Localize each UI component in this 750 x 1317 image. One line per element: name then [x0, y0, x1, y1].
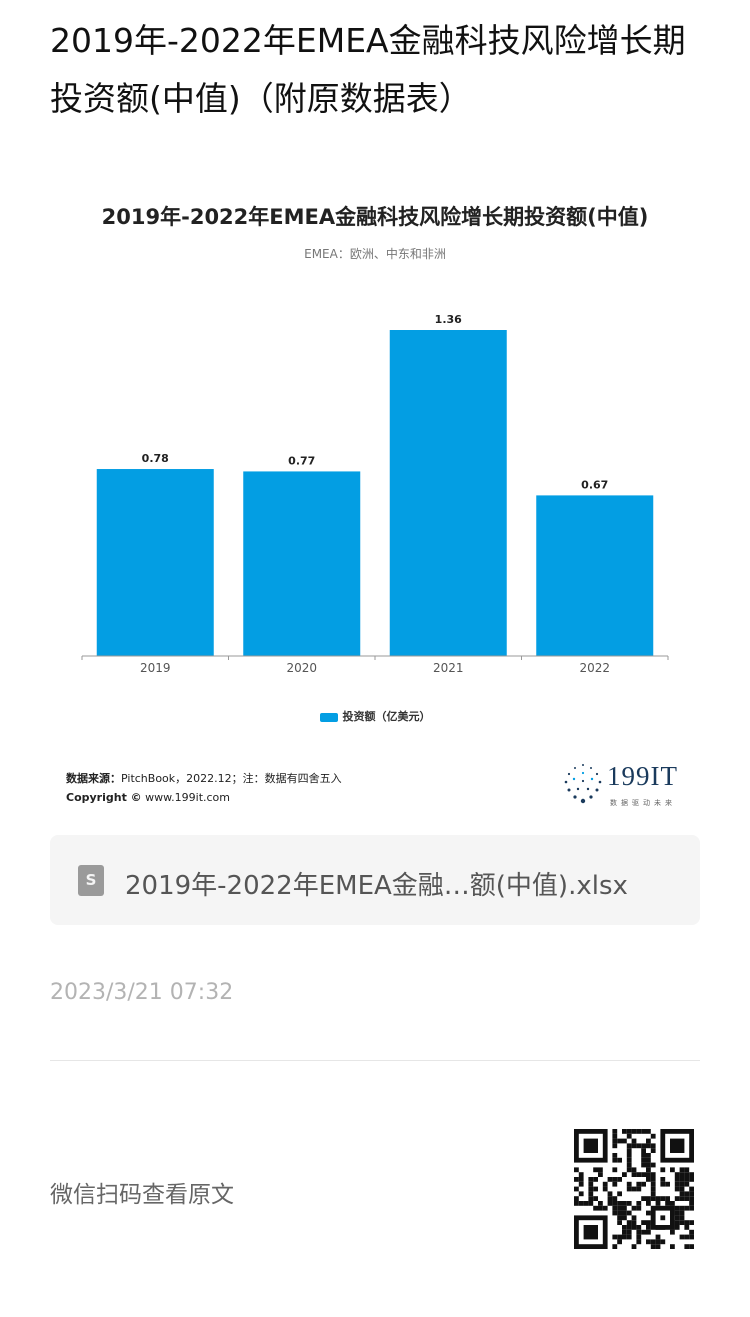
copyright-text: www.199it.com	[141, 791, 230, 804]
divider	[50, 1060, 700, 1061]
copyright-label: Copyright ©	[66, 791, 142, 804]
source-text: PitchBook，2022.12；注：数据有四舍五入	[121, 772, 342, 785]
scan-qr-label: 微信扫码查看原文	[50, 1182, 234, 1208]
bar-2021	[389, 330, 507, 656]
publish-time: 2023/3/21 07:32	[50, 980, 234, 1005]
qr-code[interactable]	[574, 1129, 694, 1249]
article-title: 2019年-2022年EMEA金融科技风险增长期投资额(中值)（附原数据表）	[50, 21, 686, 118]
logo-tagline: 数据驱动未来	[610, 799, 676, 807]
x-tick-label-2022: 2022	[579, 661, 610, 675]
attachment-file-name[interactable]: 2019年-2022年EMEA金融…额(中值).xlsx	[125, 871, 628, 901]
bar-2022	[536, 495, 654, 656]
legend-label: 投资额（亿美元）	[342, 710, 431, 723]
bar-2020	[243, 471, 361, 656]
data-label-2021: 1.36	[435, 313, 462, 326]
data-source: 数据来源：PitchBook，2022.12；注：数据有四舍五入	[66, 770, 342, 786]
data-label-2020: 0.77	[288, 454, 315, 467]
chart-image: 0.78 2019 0.77 2020 1.36 2021 0.67 2022 2019年-2…	[50, 185, 700, 825]
file-icon-glyph: S	[85, 871, 97, 889]
x-tick-label-2019: 2019	[140, 661, 171, 675]
x-tick-label-2020: 2020	[286, 661, 317, 675]
bar-2019	[96, 469, 214, 656]
brand-logo: 199IT 数据驱动未来	[560, 761, 700, 811]
logo-dots-icon	[564, 764, 602, 804]
data-label-2019: 0.78	[142, 452, 169, 465]
source-label: 数据来源：	[66, 772, 121, 785]
attachment-card[interactable]: S 2019年-2022年EMEA金融…额(中值).xlsx	[50, 835, 700, 925]
copyright: Copyright © www.199it.com	[66, 791, 230, 804]
bar-chart: 0.78 2019 0.77 2020 1.36 2021 0.67 2022	[81, 313, 669, 675]
data-label-2022: 0.67	[581, 478, 608, 491]
logo-text: 199IT	[607, 761, 678, 791]
spreadsheet-file-icon: S	[78, 865, 104, 896]
chart-title: 2019年-2022年EMEA金融科技风险增长期投资额(中值)	[101, 205, 649, 229]
x-tick-label-2021: 2021	[433, 661, 464, 675]
legend-swatch	[319, 712, 338, 722]
chart-legend: 投资额（亿美元）	[50, 708, 700, 724]
chart-subtitle: EMEA：欧洲、中东和非洲	[304, 247, 446, 261]
